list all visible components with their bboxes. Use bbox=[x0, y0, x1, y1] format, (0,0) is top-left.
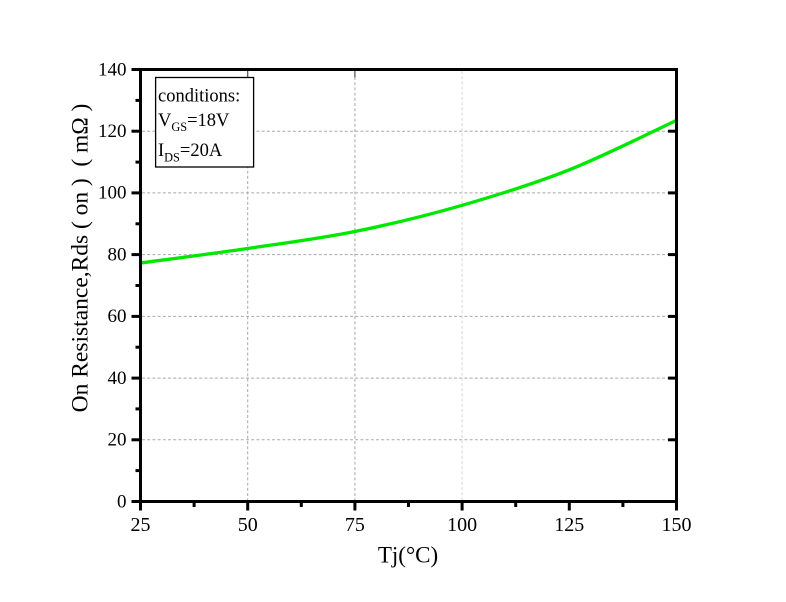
svg-text:0: 0 bbox=[117, 491, 127, 512]
svg-text:40: 40 bbox=[108, 368, 127, 389]
svg-text:50: 50 bbox=[238, 514, 258, 536]
svg-text:conditions:: conditions: bbox=[158, 86, 240, 106]
svg-text:100: 100 bbox=[447, 514, 477, 536]
svg-text:20: 20 bbox=[108, 430, 127, 451]
svg-text:60: 60 bbox=[108, 306, 127, 327]
svg-text:140: 140 bbox=[98, 59, 127, 80]
svg-text:150: 150 bbox=[662, 514, 692, 536]
svg-text:Tj(°C): Tj(°C) bbox=[378, 542, 438, 567]
svg-text:125: 125 bbox=[554, 514, 584, 536]
svg-text:25: 25 bbox=[131, 514, 151, 536]
svg-text:VGS=18V: VGS=18V bbox=[158, 111, 230, 134]
svg-text:120: 120 bbox=[98, 121, 127, 142]
svg-text:75: 75 bbox=[345, 514, 365, 536]
svg-text:100: 100 bbox=[98, 183, 127, 204]
svg-text:80: 80 bbox=[108, 244, 127, 265]
svg-text:On Resistance,Rds(on)(mΩ): On Resistance,Rds(on)(mΩ) bbox=[68, 104, 94, 413]
